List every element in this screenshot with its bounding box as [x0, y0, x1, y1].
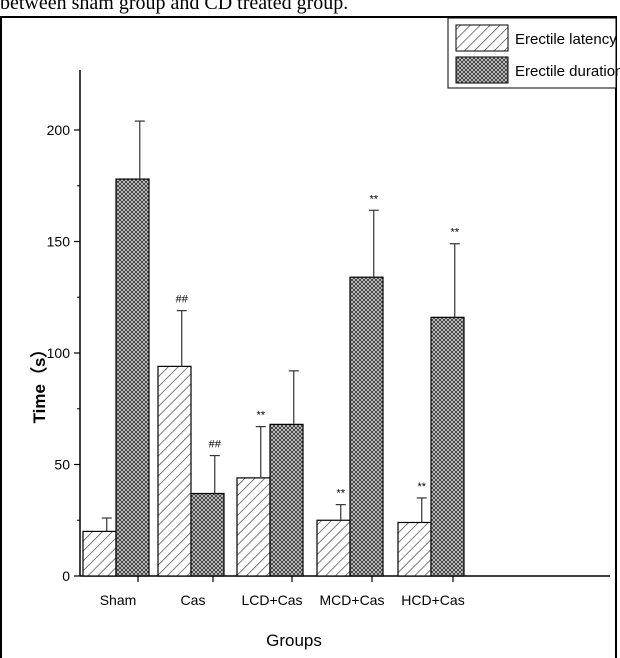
significance-label-0-2: ** — [256, 410, 265, 422]
figure-caption: between sham group and CD treated group. — [0, 0, 349, 14]
significance-label-1-4: ** — [450, 227, 459, 239]
x-tick-label-0: Sham — [100, 592, 137, 608]
legend: Erectile latency Erectile duration — [447, 17, 620, 89]
bar-latency-4 — [397, 521, 432, 577]
y-tick-label-100: 100 — [47, 345, 71, 361]
legend-label-latency: Erectile latency — [515, 31, 617, 48]
significance-label-1-1: ## — [209, 439, 222, 451]
x-tick-label-4: HCD+Cas — [401, 592, 464, 608]
bar-duration-1 — [190, 492, 225, 577]
bar-duration-4 — [430, 316, 465, 577]
bar-latency-2 — [236, 477, 271, 577]
bar-latency-3 — [316, 519, 351, 577]
significance-label-1-3: ** — [369, 193, 378, 205]
bars: ## ** ** ** ## ** ** — [82, 120, 465, 577]
legend-label-duration: Erectile duration — [515, 63, 620, 80]
legend-swatch-latency — [455, 24, 509, 52]
y-tick-label-50: 50 — [54, 457, 70, 473]
significance-label-0-3: ** — [336, 488, 345, 500]
y-axis-title: Time（s） — [29, 341, 49, 424]
figure-frame — [0, 16, 617, 658]
bar-latency-1 — [157, 365, 192, 577]
bar-latency-0 — [82, 530, 117, 577]
x-tick-label-1: Cas — [181, 592, 206, 608]
bar-duration-0 — [115, 178, 150, 577]
y-tick-label-200: 200 — [47, 122, 71, 138]
legend-swatch-duration — [455, 56, 509, 84]
x-tick-label-2: LCD+Cas — [241, 592, 302, 608]
significance-label-0-1: ## — [176, 294, 189, 306]
bar-duration-2 — [269, 423, 304, 577]
y-tick-label-150: 150 — [47, 234, 71, 250]
axes: 0 50 100 150 200 Sham Cas LCD+Cas MCD+Cas HCD+Cas — [47, 70, 610, 608]
x-axis-title: Groups — [266, 631, 322, 650]
bar-duration-3 — [349, 276, 384, 577]
x-tick-label-3: MCD+Cas — [320, 592, 385, 608]
y-tick-label-0: 0 — [62, 568, 70, 584]
chart-labels: Time（s） Groups — [29, 341, 322, 650]
significance-label-0-4: ** — [417, 481, 426, 493]
